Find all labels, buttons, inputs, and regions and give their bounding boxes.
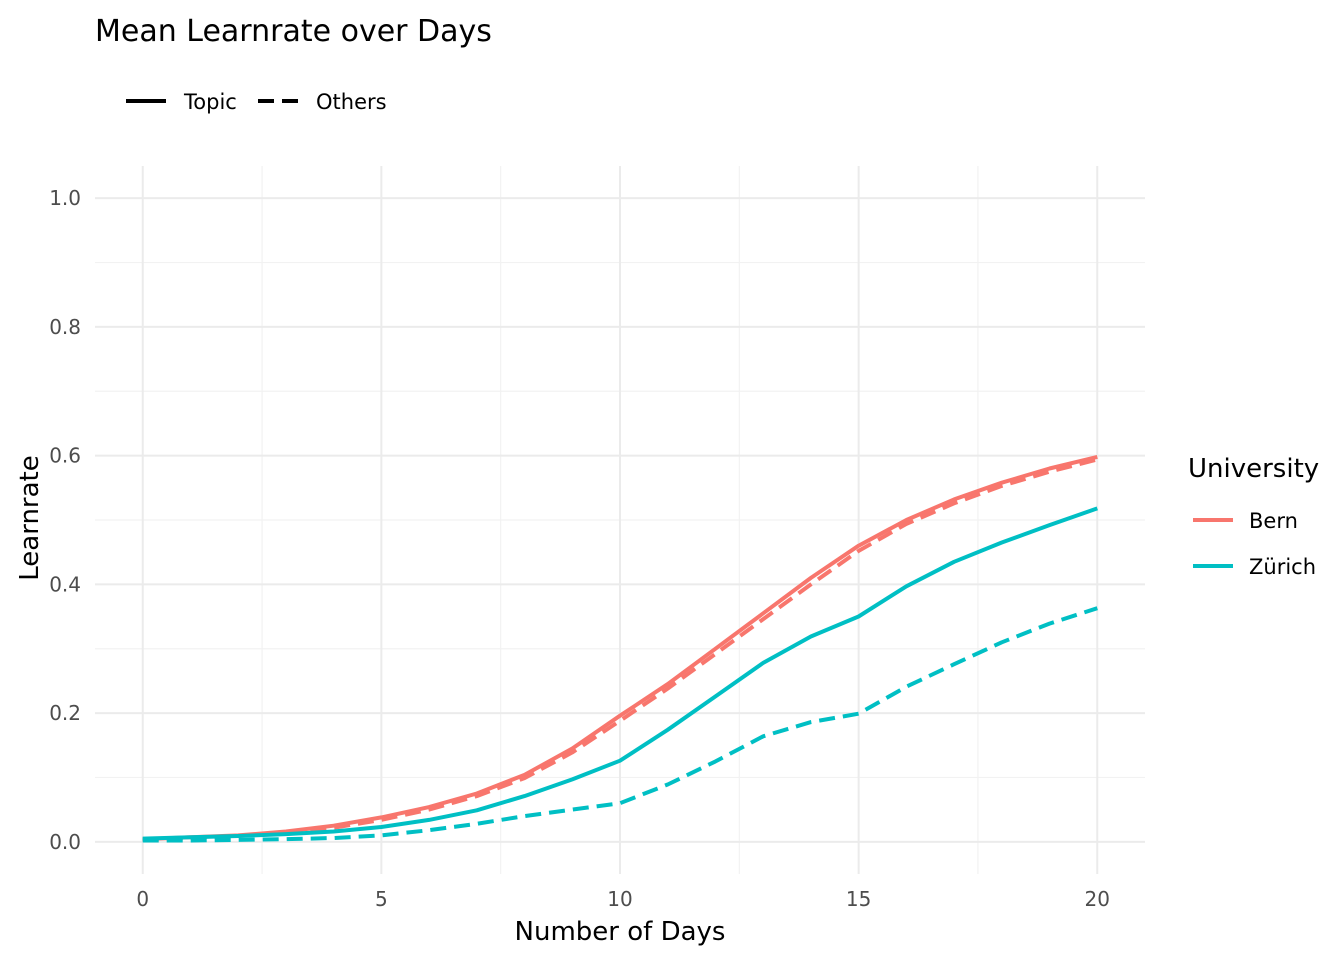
legend-label-others: Others <box>316 90 387 114</box>
y-tick-label: 0.4 <box>49 572 81 596</box>
y-tick-label: 1.0 <box>49 186 81 210</box>
y-axis-title: Learnrate <box>15 455 45 580</box>
x-tick-label: 0 <box>136 887 149 911</box>
y-tick-label: 0.6 <box>49 444 81 468</box>
legend-label-bern: Bern <box>1249 509 1298 533</box>
y-tick-label: 0.8 <box>49 315 81 339</box>
x-axis-title: Number of Days <box>515 917 726 947</box>
grid <box>95 166 1145 874</box>
linetype-legend: Topic Others <box>126 90 387 114</box>
series-line-zurich-topic <box>142 506 1098 841</box>
chart-title: Mean Learnrate over Days <box>95 14 492 49</box>
x-tick-label: 20 <box>1085 887 1110 911</box>
y-tick-label: 0.2 <box>49 701 81 725</box>
series-line-bern-others <box>142 457 1098 842</box>
x-tick-label: 15 <box>846 887 871 911</box>
color-legend-title: University <box>1188 454 1319 484</box>
x-tick-label: 5 <box>375 887 388 911</box>
y-axis-ticks: 0.0 0.2 0.4 0.6 0.8 1.0 <box>49 186 81 854</box>
legend-label-zurich: Zürich <box>1249 555 1316 579</box>
series-line-zurich-others <box>142 606 1098 843</box>
legend-label-topic: Topic <box>183 90 237 114</box>
series-lines <box>142 454 1098 843</box>
x-axis-ticks: 0 5 10 15 20 <box>136 887 1110 911</box>
x-tick-label: 10 <box>607 887 632 911</box>
color-legend: University Bern Zürich <box>1188 454 1319 579</box>
y-tick-label: 0.0 <box>49 830 81 854</box>
